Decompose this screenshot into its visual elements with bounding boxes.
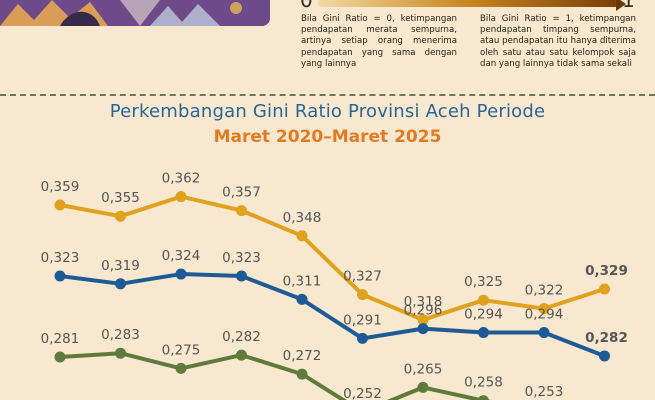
data-label-top: 0,318 <box>404 294 443 310</box>
data-label-bottom: 0,265 <box>404 361 443 377</box>
data-label-top: 0,327 <box>343 269 382 285</box>
data-point-top <box>599 283 610 295</box>
scale-zero-label: 0 <box>300 0 313 12</box>
data-point-top <box>417 314 429 326</box>
data-label-top: 0,348 <box>283 210 322 226</box>
data-point-bottom <box>478 395 489 400</box>
data-point-middle <box>357 332 368 344</box>
data-point-top <box>54 199 66 211</box>
data-label-top: 0,357 <box>222 185 261 201</box>
illustration-art <box>0 0 270 26</box>
data-point-middle <box>115 278 126 290</box>
data-point-middle <box>296 293 308 305</box>
data-label-middle: 0,282 <box>585 330 628 346</box>
data-point-top <box>538 303 550 315</box>
note-gini-one: Bila Gini Ratio = 1, ketimpangan pendapa… <box>480 14 636 69</box>
data-point-middle <box>538 327 550 339</box>
data-point-bottom <box>236 349 247 361</box>
data-label-top: 0,329 <box>585 263 628 279</box>
data-label-bottom: 0,283 <box>101 327 140 343</box>
gini-scale-bar <box>318 0 618 7</box>
data-label-bottom: 0,253 <box>525 384 564 400</box>
data-label-middle: 0,323 <box>222 250 261 266</box>
data-label-bottom: 0,282 <box>222 329 261 345</box>
section-divider <box>0 94 655 96</box>
data-label-top: 0,359 <box>41 179 80 195</box>
data-point-top <box>175 191 187 203</box>
data-point-middle <box>236 270 247 282</box>
data-label-middle: 0,296 <box>404 303 443 319</box>
data-point-top <box>296 230 308 242</box>
data-point-bottom <box>175 362 187 374</box>
data-label-middle: 0,294 <box>464 307 503 323</box>
data-label-middle: 0,324 <box>162 248 201 264</box>
data-label-top: 0,355 <box>101 190 140 206</box>
data-point-top <box>236 205 247 217</box>
scale-arrow-icon <box>616 0 626 11</box>
chart-title: Perkembangan Gini Ratio Provinsi Aceh Pe… <box>109 101 546 122</box>
data-label-bottom: 0,281 <box>41 331 80 347</box>
data-label-bottom: 0,252 <box>343 386 382 400</box>
series-line-top <box>58 194 607 322</box>
data-point-top <box>357 289 368 301</box>
header-illustration <box>0 0 270 26</box>
data-point-middle <box>478 327 489 339</box>
data-label-middle: 0,323 <box>41 250 80 266</box>
data-label-top: 0,322 <box>525 283 564 299</box>
info-header: 0 1 Bila Gini Ratio = 0, ketimpangan pen… <box>0 0 655 86</box>
data-label-middle: 0,319 <box>101 258 140 274</box>
data-label-middle: 0,294 <box>525 307 564 323</box>
data-label-top: 0,362 <box>162 171 201 187</box>
data-point-top <box>478 294 489 306</box>
data-point-middle <box>175 268 187 280</box>
data-label-middle: 0,311 <box>283 273 322 289</box>
data-point-bottom <box>54 351 66 363</box>
data-point-bottom <box>115 347 126 359</box>
data-label-bottom: 0,275 <box>162 342 201 358</box>
data-label-bottom: 0,258 <box>464 375 503 391</box>
data-point-middle <box>54 270 66 282</box>
data-point-middle <box>599 350 610 362</box>
data-point-bottom <box>296 368 308 380</box>
series-line-middle <box>58 272 607 358</box>
data-point-bottom <box>417 381 429 393</box>
scale-one-label: 1 <box>622 0 635 12</box>
data-label-middle: 0,291 <box>343 312 382 328</box>
data-label-bottom: 0,272 <box>283 348 322 364</box>
data-point-middle <box>417 323 429 335</box>
data-point-top <box>115 210 126 222</box>
data-label-top: 0,325 <box>464 274 503 290</box>
note-gini-zero: Bila Gini Ratio = 0, ketimpangan pendapa… <box>301 14 457 69</box>
chart-subtitle: Maret 2020–Maret 2025 <box>213 127 442 147</box>
